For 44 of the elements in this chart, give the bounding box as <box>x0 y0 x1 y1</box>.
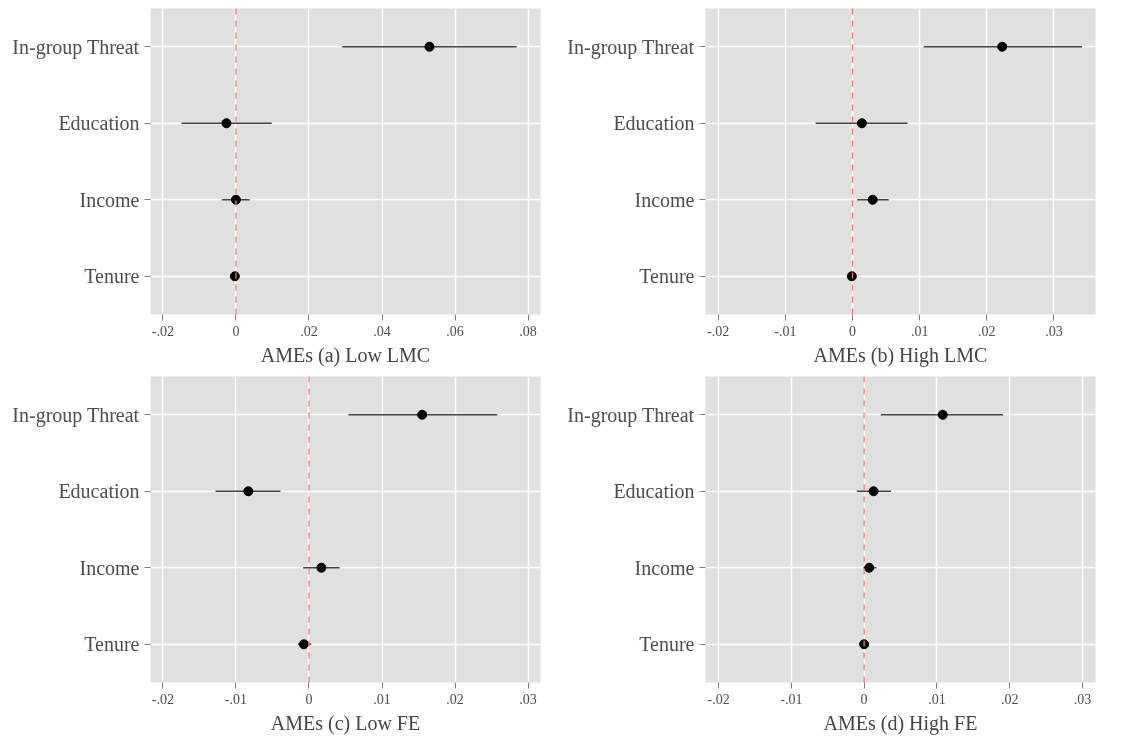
y-tick-label: Education <box>58 480 140 503</box>
y-tick-label: Education <box>58 112 140 135</box>
x-tick-label: .02 <box>446 691 464 707</box>
x-tick-label: .03 <box>1045 323 1063 339</box>
y-tick-label: Tenure <box>639 265 695 288</box>
x-tick-label: .01 <box>373 691 391 707</box>
x-tick-label: .06 <box>446 323 464 339</box>
x-tick-label: -.02 <box>707 691 730 707</box>
x-tick-label: .03 <box>519 691 537 707</box>
y-tick-label: In-group Threat <box>12 35 140 59</box>
x-tick-label: 0 <box>232 323 240 339</box>
x-tick-label: .01 <box>910 323 929 339</box>
y-tick-label: Income <box>79 188 140 211</box>
y-tick-label: Tenure <box>84 633 140 656</box>
x-tick-label: 0 <box>860 691 868 707</box>
y-tick-label: Income <box>79 556 140 579</box>
x-tick-label: -.02 <box>151 691 175 707</box>
x-tick-label: -.02 <box>151 323 175 339</box>
x-axis-title: AMEs (d) High FE <box>823 711 978 735</box>
x-tick-label: 0 <box>305 691 313 707</box>
x-tick-label: .03 <box>1073 691 1092 707</box>
x-tick-label: -.01 <box>224 691 248 707</box>
y-tick-label: Tenure <box>639 633 695 656</box>
x-tick-label: .08 <box>519 323 537 339</box>
y-tick-label: In-group Threat <box>567 403 695 427</box>
x-tick-label: 0 <box>849 323 857 339</box>
y-tick-label: Tenure <box>84 265 140 288</box>
y-tick-label: Income <box>634 188 695 211</box>
x-tick-label: .04 <box>373 323 391 339</box>
x-axis-title: AMEs (c) Low FE <box>270 711 421 735</box>
x-tick-label: .02 <box>300 323 318 339</box>
y-tick-label: In-group Threat <box>567 35 695 59</box>
x-axis-title: AMEs (a) Low LMC <box>260 343 431 367</box>
x-tick-label: .01 <box>928 691 946 707</box>
x-tick-label: -.02 <box>707 323 730 339</box>
x-tick-label: .02 <box>978 323 996 339</box>
x-tick-label: -.01 <box>780 691 803 707</box>
x-tick-label: -.01 <box>774 323 797 339</box>
y-tick-label: In-group Threat <box>12 403 140 427</box>
y-tick-label: Education <box>613 112 695 135</box>
y-tick-label: Education <box>613 480 695 503</box>
x-tick-label: .02 <box>1000 691 1019 707</box>
y-tick-label: Income <box>634 556 695 579</box>
x-axis-title: AMEs (b) High LMC <box>813 343 988 367</box>
